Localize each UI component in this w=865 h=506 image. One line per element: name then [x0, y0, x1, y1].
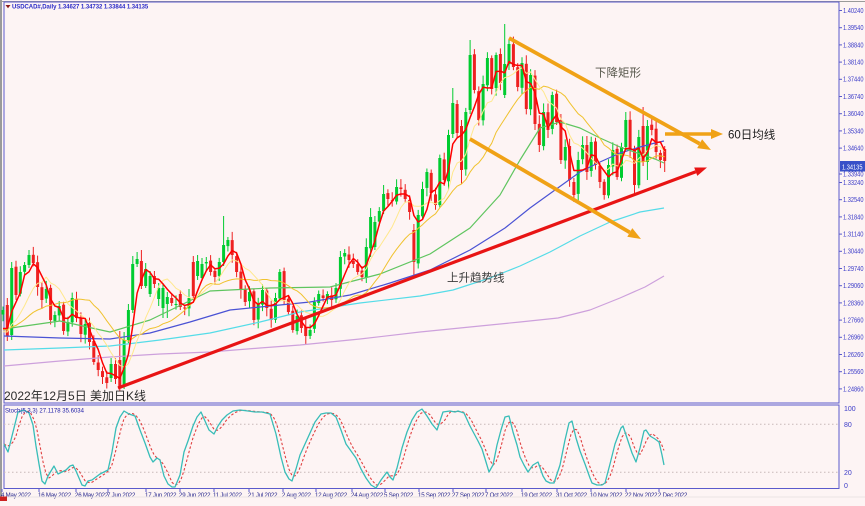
- svg-text:20: 20: [844, 470, 852, 477]
- svg-text:29 Jun 2022: 29 Jun 2022: [179, 492, 211, 499]
- svg-text:1.33940: 1.33940: [843, 171, 864, 178]
- svg-text:12 Aug 2022: 12 Aug 2022: [315, 492, 348, 499]
- svg-text:2022年12月5日 美加日K线: 2022年12月5日 美加日K线: [4, 389, 146, 403]
- svg-text:0: 0: [844, 483, 848, 490]
- svg-text:Stoch(5,3,3) 27.1178 35.6034: Stoch(5,3,3) 27.1178 35.6034: [5, 409, 85, 415]
- svg-text:USDCAD#,Daily 1.34627 1.34732: USDCAD#,Daily 1.34627 1.34732 1.33844 1.…: [12, 5, 149, 11]
- svg-text:1.35340: 1.35340: [843, 128, 864, 135]
- svg-text:15 Sep 2022: 15 Sep 2022: [418, 492, 451, 499]
- svg-text:1.38140: 1.38140: [843, 60, 864, 67]
- svg-text:2 Aug 2022: 2 Aug 2022: [282, 492, 312, 499]
- svg-text:1.36740: 1.36740: [843, 94, 864, 101]
- svg-text:1.29740: 1.29740: [843, 266, 864, 273]
- svg-text:1.33240: 1.33240: [843, 180, 864, 187]
- svg-text:1.27660: 1.27660: [843, 318, 864, 325]
- svg-text:1.29060: 1.29060: [843, 283, 864, 290]
- svg-text:60日均线: 60日均线: [728, 128, 776, 142]
- svg-text:21 Jul 2022: 21 Jul 2022: [248, 492, 278, 499]
- svg-text:1.40240: 1.40240: [843, 8, 864, 15]
- svg-text:1.26260: 1.26260: [843, 352, 864, 359]
- svg-text:1.26960: 1.26960: [843, 335, 864, 342]
- svg-text:下降矩形: 下降矩形: [595, 66, 641, 80]
- svg-text:24 Aug 2022: 24 Aug 2022: [351, 492, 384, 499]
- svg-text:1.25560: 1.25560: [843, 369, 864, 376]
- svg-text:1.24860: 1.24860: [843, 386, 864, 393]
- svg-text:16 May 2022: 16 May 2022: [38, 492, 72, 499]
- svg-text:1.34135: 1.34135: [842, 164, 863, 171]
- svg-text:1.38840: 1.38840: [843, 42, 864, 49]
- svg-text:1.28360: 1.28360: [843, 300, 864, 307]
- svg-text:5 Sep 2022: 5 Sep 2022: [384, 492, 414, 499]
- svg-text:7 Jun 2022: 7 Jun 2022: [107, 492, 136, 499]
- svg-text:1.39540: 1.39540: [843, 25, 864, 32]
- svg-text:11 Jul 2022: 11 Jul 2022: [213, 492, 243, 499]
- svg-text:1.31140: 1.31140: [843, 232, 864, 239]
- svg-text:31 Oct 2022: 31 Oct 2022: [556, 492, 588, 499]
- svg-text:7 Oct 2022: 7 Oct 2022: [485, 492, 514, 499]
- svg-text:1.36040: 1.36040: [843, 111, 864, 118]
- svg-text:27 Sep 2022: 27 Sep 2022: [452, 492, 485, 499]
- svg-text:17 Jun 2022: 17 Jun 2022: [145, 492, 177, 499]
- svg-text:1.32540: 1.32540: [843, 197, 864, 204]
- svg-text:4 May 2022: 4 May 2022: [1, 492, 32, 499]
- svg-text:上升趋势线: 上升趋势线: [447, 271, 505, 285]
- svg-text:1.30440: 1.30440: [843, 249, 864, 256]
- svg-text:10 Nov 2022: 10 Nov 2022: [590, 492, 623, 499]
- svg-text:1.34640: 1.34640: [843, 146, 864, 153]
- svg-text:26 May 2022: 26 May 2022: [75, 492, 109, 499]
- svg-text:100: 100: [844, 406, 856, 413]
- svg-text:1.37440: 1.37440: [843, 77, 864, 84]
- svg-text:2 Dec 2022: 2 Dec 2022: [658, 492, 688, 499]
- svg-text:19 Oct 2022: 19 Oct 2022: [521, 492, 553, 499]
- svg-text:22 Nov 2022: 22 Nov 2022: [625, 492, 658, 499]
- svg-text:80: 80: [844, 422, 852, 429]
- svg-text:1.31840: 1.31840: [843, 214, 864, 221]
